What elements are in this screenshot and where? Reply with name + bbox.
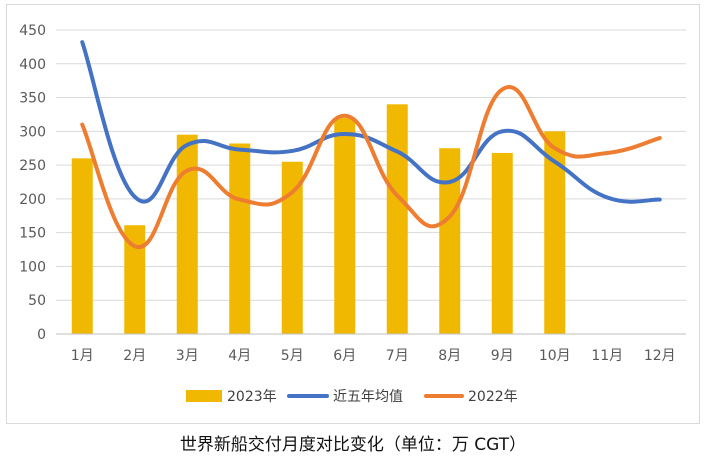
x-tick-label: 8月: [438, 348, 461, 364]
y-tick-label: 250: [19, 158, 46, 174]
y-axis-tick-labels: 0 50 100 150 200 250 300 350 400 450: [19, 23, 46, 343]
legend-label-2023: 2023年: [227, 389, 277, 405]
y-tick-label: 450: [19, 23, 46, 39]
x-tick-label: 12月: [644, 348, 676, 364]
legend-label-2022: 2022年: [468, 389, 518, 405]
x-tick-label: 2月: [123, 348, 146, 364]
x-tick-label: 5月: [281, 348, 304, 364]
x-tick-label: 11月: [591, 348, 623, 364]
line-2022: [80, 85, 662, 249]
legend-label-five-year-avg: 近五年均值: [333, 389, 403, 405]
x-tick-label: 7月: [386, 348, 409, 364]
y-tick-label: 400: [19, 57, 46, 73]
legend: 2023年 近五年均值 2022年: [186, 389, 518, 405]
y-tick-label: 200: [19, 192, 46, 208]
bar-2023: [491, 152, 513, 334]
x-axis-tick-labels: 1月 2月 3月 4月 5月 6月 7月 8月 9月 10月 11月 12月: [71, 348, 676, 364]
y-tick-label: 100: [19, 259, 46, 275]
bars-2023: [71, 104, 566, 334]
gridlines: [56, 29, 686, 301]
x-tick-label: 10月: [539, 348, 571, 364]
line-series: [80, 40, 662, 249]
bar-2023: [544, 131, 566, 334]
line-five-year-avg: [80, 40, 662, 204]
chart-caption: 世界新船交付月度对比变化（单位：万 CGT）: [179, 435, 527, 455]
x-tick-label: 1月: [71, 348, 94, 364]
x-tick-label: 3月: [176, 348, 199, 364]
y-tick-label: 150: [19, 226, 46, 242]
bar-2023: [229, 143, 251, 334]
bar-2023: [439, 148, 461, 334]
y-tick-label: 300: [19, 124, 46, 140]
bar-2023: [281, 161, 303, 334]
bar-2023: [334, 117, 356, 334]
x-tick-label: 9月: [491, 348, 514, 364]
x-tick-label: 6月: [333, 348, 356, 364]
chart: 0 50 100 150 200 250 300 350 400 450 1月 2月 3月 4月 5月 6月…: [19, 23, 686, 405]
y-tick-label: 0: [37, 327, 46, 343]
bar-2023: [124, 225, 146, 334]
x-tick-label: 4月: [228, 348, 251, 364]
y-tick-label: 50: [28, 293, 46, 309]
y-tick-label: 350: [19, 91, 46, 107]
legend-swatch-2023: [186, 390, 222, 402]
bar-2023: [71, 158, 93, 334]
bar-2023: [386, 104, 408, 334]
bar-2023: [176, 134, 198, 334]
